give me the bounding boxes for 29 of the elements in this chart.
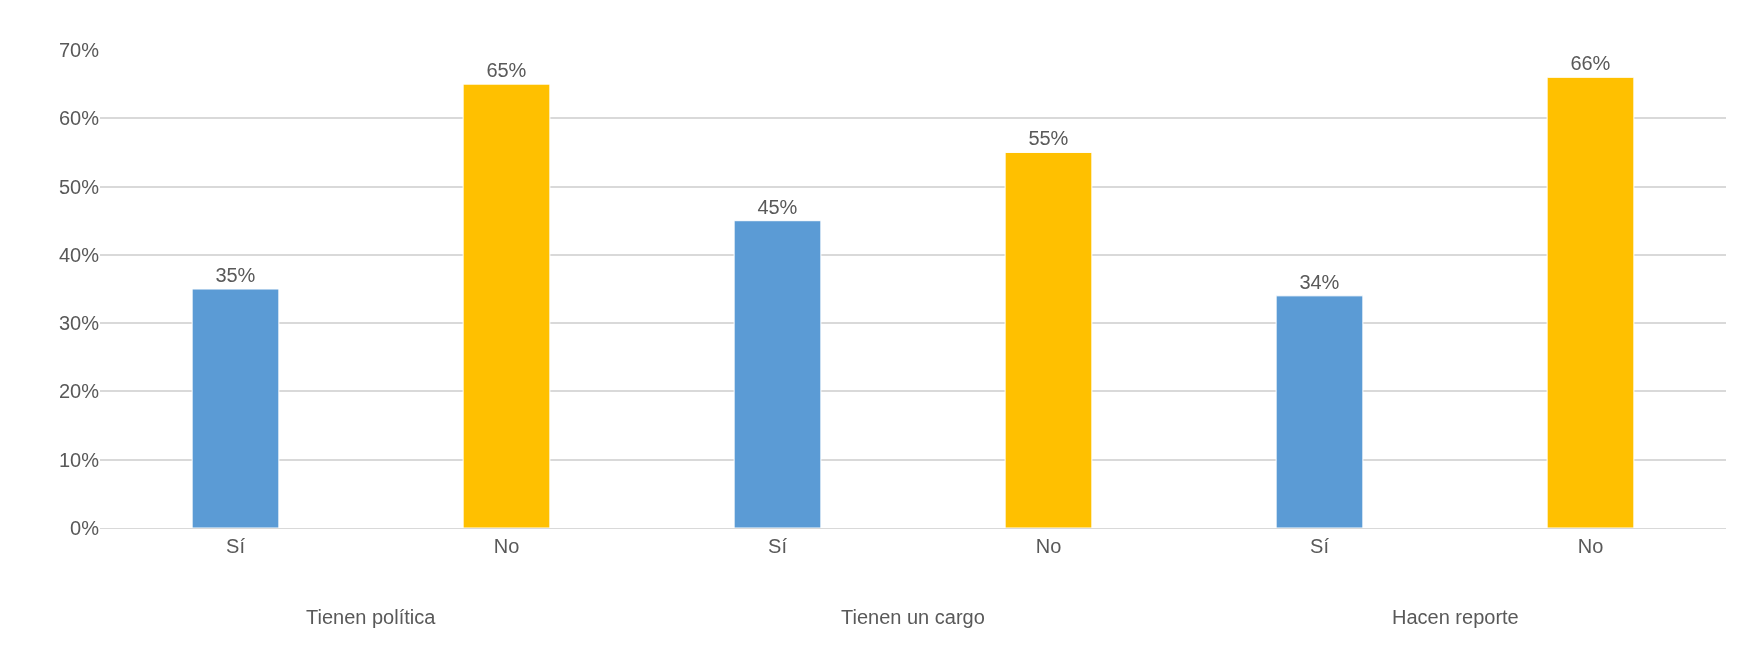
- y-tick-label: 50%: [58, 175, 100, 198]
- y-tick-label: 20%: [58, 380, 100, 403]
- text: Tienen un cargo: [841, 606, 985, 628]
- y-tick-label: 40%: [58, 243, 100, 266]
- y-tick-label: 70%: [58, 39, 100, 61]
- x-tick-label: Sí: [226, 535, 246, 557]
- bar: [1004, 151, 1093, 528]
- y-tick-label: 10%: [58, 448, 100, 471]
- bar: [462, 83, 551, 528]
- data-label: 66%: [1570, 52, 1611, 75]
- bar: [733, 220, 822, 528]
- bar: [1275, 295, 1364, 528]
- y-tick-label: 60%: [58, 107, 100, 130]
- x-tick-label: Sí: [1310, 535, 1330, 557]
- data-label: 35%: [215, 264, 256, 286]
- y-tick-label: 0%: [70, 517, 100, 539]
- x-tick-label: No: [1035, 535, 1062, 557]
- data-label: 65%: [486, 59, 527, 82]
- text: Hacen reporte: [1392, 606, 1519, 628]
- data-label: 34%: [1299, 270, 1340, 293]
- text: Tienen política: [306, 606, 437, 628]
- bar: [1546, 76, 1635, 528]
- x-tick-label: No: [1577, 535, 1604, 557]
- data-label: 45%: [757, 195, 798, 218]
- y-tick-label: 30%: [58, 312, 100, 335]
- x-tick-label: Sí: [768, 535, 788, 557]
- bar: [191, 288, 280, 528]
- x-tick-label: No: [493, 535, 520, 557]
- data-label: 55%: [1028, 127, 1069, 150]
